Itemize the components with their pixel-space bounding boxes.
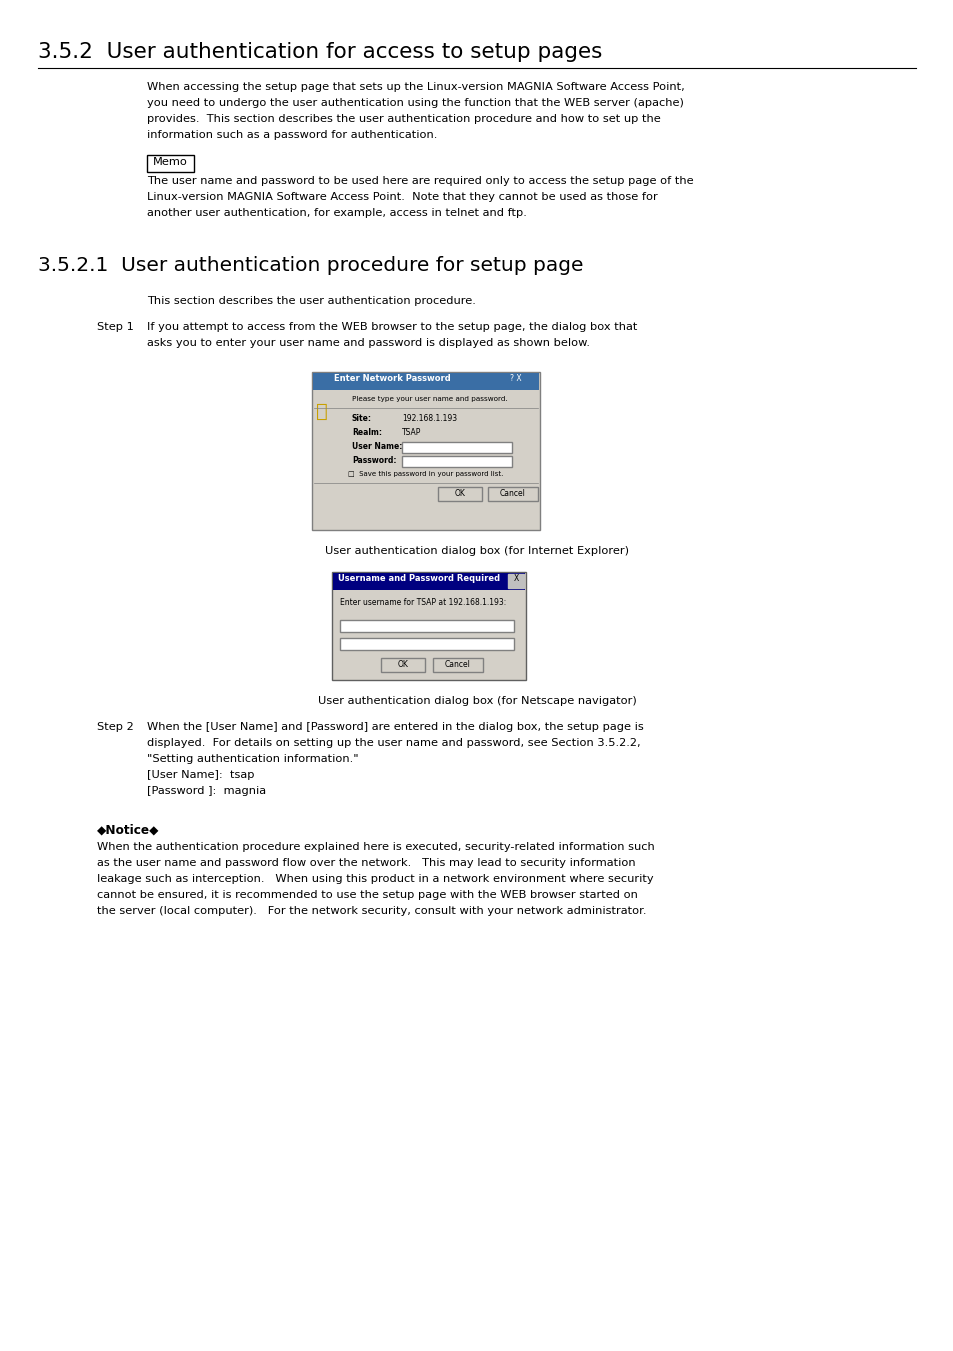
Text: the server (local computer).   For the network security, consult with your netwo: the server (local computer). For the net… xyxy=(97,907,646,916)
Text: Step 2: Step 2 xyxy=(97,721,133,732)
Text: [Password ]:  magnia: [Password ]: magnia xyxy=(147,786,266,796)
Text: asks you to enter your user name and password is displayed as shown below.: asks you to enter your user name and pas… xyxy=(147,338,589,349)
Text: Site:: Site: xyxy=(352,413,372,423)
Text: ◆Notice◆: ◆Notice◆ xyxy=(97,824,159,838)
Text: Enter Network Password: Enter Network Password xyxy=(334,374,450,382)
Bar xyxy=(380,658,424,671)
Text: 192.168.1.193: 192.168.1.193 xyxy=(401,413,456,423)
Bar xyxy=(313,373,538,390)
Text: you need to undergo the user authentication using the function that the WEB serv: you need to undergo the user authenticat… xyxy=(147,99,683,108)
Text: ? X: ? X xyxy=(510,374,521,382)
Bar xyxy=(488,486,537,501)
Text: OK: OK xyxy=(397,661,408,669)
Text: If you attempt to access from the WEB browser to the setup page, the dialog box : If you attempt to access from the WEB br… xyxy=(147,322,637,332)
Text: provides.  This section describes the user authentication procedure and how to s: provides. This section describes the use… xyxy=(147,113,660,124)
Text: Memo: Memo xyxy=(152,157,188,168)
Text: Cancel: Cancel xyxy=(499,489,525,499)
Bar xyxy=(332,571,525,680)
Bar xyxy=(339,638,514,650)
Text: User authentication dialog box (for Internet Explorer): User authentication dialog box (for Inte… xyxy=(325,546,628,557)
Text: When accessing the setup page that sets up the Linux-version MAGNIA Software Acc: When accessing the setup page that sets … xyxy=(147,82,684,92)
Text: When the [User Name] and [Password] are entered in the dialog box, the setup pag: When the [User Name] and [Password] are … xyxy=(147,721,643,732)
Text: This section describes the user authentication procedure.: This section describes the user authenti… xyxy=(147,296,476,305)
Text: Linux-version MAGNIA Software Access Point.  Note that they cannot be used as th: Linux-version MAGNIA Software Access Poi… xyxy=(147,192,657,203)
Text: information such as a password for authentication.: information such as a password for authe… xyxy=(147,130,436,141)
Text: TSAP: TSAP xyxy=(401,428,421,436)
Bar xyxy=(333,573,524,590)
Bar xyxy=(507,574,523,588)
Text: Username and Password Required: Username and Password Required xyxy=(337,574,499,584)
Text: User authentication dialog box (for Netscape navigator): User authentication dialog box (for Nets… xyxy=(317,696,636,707)
Text: Realm:: Realm: xyxy=(352,428,381,436)
Text: Step 1: Step 1 xyxy=(97,322,133,332)
Bar xyxy=(433,658,482,671)
Bar xyxy=(401,457,512,467)
Text: as the user name and password flow over the network.   This may lead to security: as the user name and password flow over … xyxy=(97,858,635,867)
Bar xyxy=(401,442,512,453)
Text: When the authentication procedure explained here is executed, security-related i: When the authentication procedure explai… xyxy=(97,842,654,852)
Bar xyxy=(312,372,539,530)
Text: Password:: Password: xyxy=(352,457,396,465)
Text: "Setting authentication information.": "Setting authentication information." xyxy=(147,754,358,765)
Text: 3.5.2.1  User authentication procedure for setup page: 3.5.2.1 User authentication procedure fo… xyxy=(38,255,583,276)
Text: displayed.  For details on setting up the user name and password, see Section 3.: displayed. For details on setting up the… xyxy=(147,738,640,748)
Bar xyxy=(437,486,481,501)
Text: X: X xyxy=(513,574,518,584)
Text: 3.5.2  User authentication for access to setup pages: 3.5.2 User authentication for access to … xyxy=(38,42,601,62)
Text: [User Name]:  tsap: [User Name]: tsap xyxy=(147,770,254,780)
Text: cannot be ensured, it is recommended to use the setup page with the WEB browser : cannot be ensured, it is recommended to … xyxy=(97,890,638,900)
Text: The user name and password to be used here are required only to access the setup: The user name and password to be used he… xyxy=(147,176,693,186)
Text: another user authentication, for example, access in telnet and ftp.: another user authentication, for example… xyxy=(147,208,526,218)
Text: Cancel: Cancel xyxy=(445,661,471,669)
Bar xyxy=(339,620,514,632)
Text: 🗝: 🗝 xyxy=(315,403,328,422)
Text: □  Save this password in your password list.: □ Save this password in your password li… xyxy=(348,471,503,477)
Text: Password:: Password: xyxy=(339,638,384,647)
Bar xyxy=(314,390,350,530)
Text: OK: OK xyxy=(454,489,465,499)
Text: User Name:: User Name: xyxy=(352,442,402,451)
Text: Enter username for TSAP at 192.168.1.193:: Enter username for TSAP at 192.168.1.193… xyxy=(339,598,506,607)
Bar xyxy=(147,155,193,172)
Text: User Name:: User Name: xyxy=(339,620,390,630)
Text: Please type your user name and password.: Please type your user name and password. xyxy=(352,396,507,403)
Text: leakage such as interception.   When using this product in a network environment: leakage such as interception. When using… xyxy=(97,874,653,884)
